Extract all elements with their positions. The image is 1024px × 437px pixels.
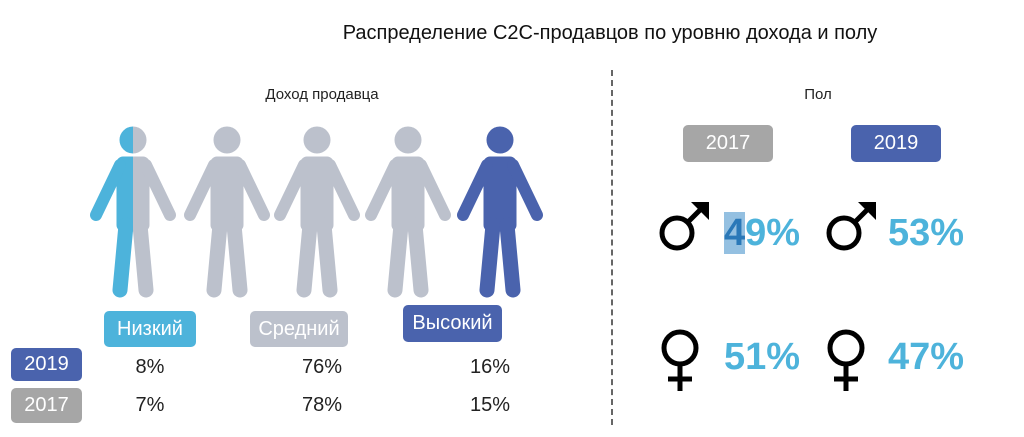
- year-2017-tag: 2017: [11, 388, 82, 423]
- year-2019-tag: 2019: [11, 348, 82, 381]
- male-2017-value: 49%: [724, 212, 801, 254]
- male-icon: [826, 202, 876, 251]
- male-2019-value: 53%: [888, 212, 965, 254]
- level-low-tag: Низкий: [104, 311, 196, 347]
- people-figures: [80, 125, 560, 300]
- female-2019-value: 47%: [888, 336, 965, 378]
- chart-title: Распределение С2С-продавцов по уровню до…: [342, 22, 878, 44]
- person-high: [463, 127, 537, 290]
- high-2019-value: 16%: [469, 356, 511, 378]
- person-middle-2: [280, 127, 354, 290]
- middle-2017-value: 78%: [301, 394, 343, 416]
- gender-year-2017-tag: 2017: [683, 125, 773, 162]
- female-icon: [827, 329, 865, 391]
- male-icon: [659, 202, 709, 251]
- gender-year-2019-tag: 2019: [851, 125, 941, 162]
- person-middle-1: [190, 127, 264, 290]
- low-2017-value: 7%: [135, 394, 165, 416]
- level-middle-tag: Средний: [250, 311, 348, 347]
- level-high-tag: Высокий: [403, 305, 502, 342]
- high-2017-value: 15%: [469, 394, 511, 416]
- person-middle-3: [371, 127, 445, 290]
- divider: [611, 70, 613, 425]
- middle-2019-value: 76%: [301, 356, 343, 378]
- gender-heading: Пол: [804, 86, 832, 103]
- person-low-split: [96, 127, 170, 290]
- income-heading: Доход продавца: [265, 86, 379, 103]
- low-2019-value: 8%: [135, 356, 165, 378]
- female-icon: [661, 329, 699, 391]
- female-2017-value: 51%: [724, 336, 801, 378]
